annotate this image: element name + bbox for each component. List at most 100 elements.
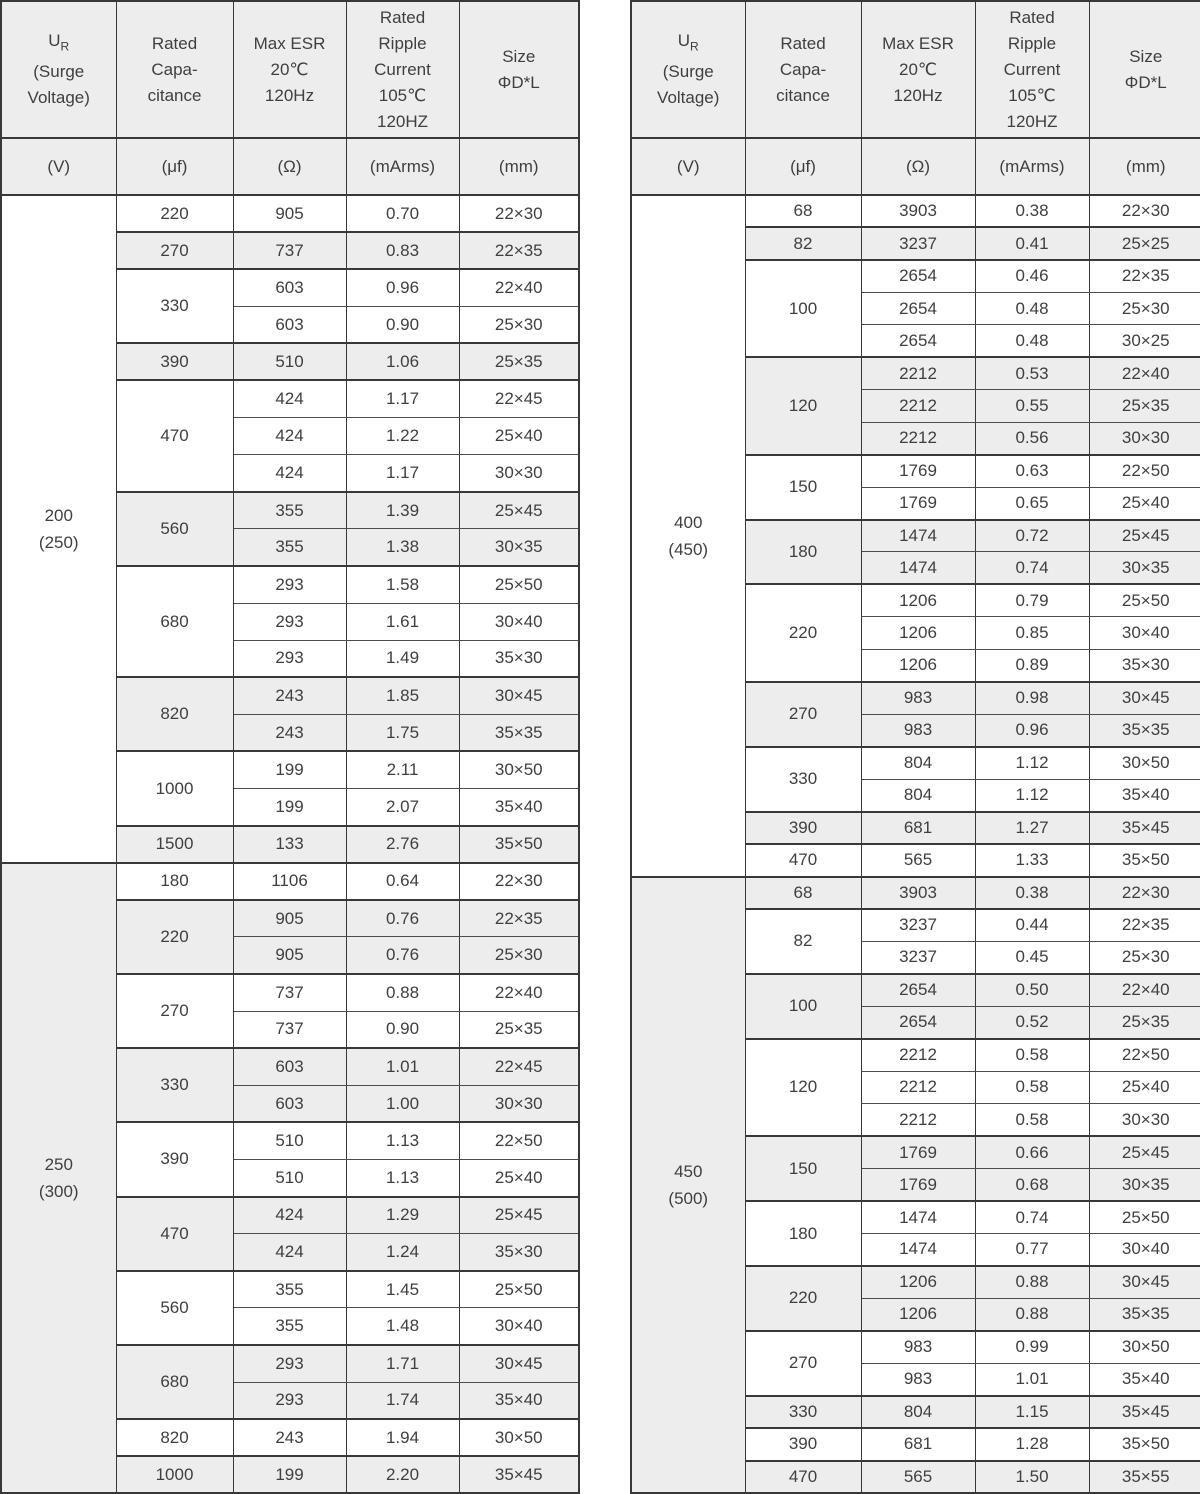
table-row: 1206 0.89 35×30	[631, 648, 1200, 683]
size-cell: 35×50	[1088, 843, 1200, 878]
capacitance-cell: 680	[115, 564, 234, 678]
capacitance-cell: 390	[115, 1121, 234, 1198]
header-cell: Rated Capa-citance	[115, 0, 234, 139]
esr-cell: 293	[232, 1381, 347, 1420]
table-body: 200 (250) 220 905 0.70 22×30 270 737 0.83 22×35 33…	[0, 193, 580, 1494]
ripple-cell: 0.53	[974, 356, 1090, 391]
size-cell: 22×40	[458, 268, 580, 307]
size-cell: 35×30	[458, 1233, 580, 1272]
header-title-line: citance	[776, 85, 830, 105]
capacitance-cell: 1500	[115, 824, 234, 864]
ripple-cell: 0.63	[974, 453, 1090, 488]
table-header: UR (Surge Voltage) Rated Capa-citance Max ESR…	[0, 0, 580, 196]
size-cell: 22×40	[458, 972, 580, 1012]
capacitance-cell: 470	[115, 379, 234, 493]
surge-voltage-value: (250)	[38, 532, 79, 552]
voltage-value: 250	[44, 1154, 73, 1174]
unit-cell: (μf)	[115, 137, 234, 196]
esr-cell: 1769	[860, 486, 976, 521]
capacitance-cell: 220	[115, 193, 234, 233]
capacitance-cell: 820	[115, 1418, 234, 1457]
ripple-cell: 1.12	[974, 745, 1090, 780]
capacitance-cell: 220	[744, 583, 862, 683]
size-cell: 25×50	[1088, 583, 1200, 618]
table-body: 400 (450) 68 3903 0.38 22×30 82 3237 0.41 25×25 10…	[630, 193, 1200, 1494]
esr-cell: 905	[232, 898, 347, 938]
esr-cell: 1106	[232, 861, 347, 901]
capacitance-cell: 220	[115, 898, 234, 975]
table-row: 983 1.01 35×40	[631, 1362, 1200, 1397]
spec-table-right: UR (Surge Voltage) Rated Capa-citance Max ESR…	[630, 0, 1200, 1494]
header-symbol-sub: R	[60, 39, 70, 54]
unit-cell: (mArms)	[345, 137, 460, 196]
table-row: 560 355 1.39 25×45	[1, 490, 580, 567]
ripple-cell: 0.88	[974, 1264, 1090, 1299]
ripple-cell: 0.48	[974, 291, 1090, 326]
size-cell: 25×50	[458, 564, 580, 604]
esr-cell: 199	[232, 1455, 347, 1494]
size-cell: 30×50	[458, 1418, 580, 1457]
size-cell: 30×30	[1088, 421, 1200, 456]
size-cell: 35×40	[458, 1381, 580, 1420]
esr-cell: 565	[860, 1459, 976, 1494]
esr-cell: 424	[232, 417, 347, 456]
size-cell: 30×45	[458, 676, 580, 715]
esr-cell: 355	[232, 528, 347, 567]
spec-table-left: UR (Surge Voltage) Rated Capa-citance Max ESR…	[0, 0, 580, 1494]
header-title-line: UR	[632, 28, 744, 59]
size-cell: 22×50	[1088, 1037, 1200, 1072]
ripple-cell: 2.11	[345, 750, 460, 790]
ripple-cell: 1.22	[345, 417, 460, 456]
table-header: UR (Surge Voltage) Rated Capa-citance Max ESR…	[630, 0, 1200, 196]
table-row: 270 737 0.88 22×40	[1, 972, 580, 1049]
table-row: 150 1769 0.63 22×50	[631, 453, 1200, 521]
ripple-cell: 0.76	[345, 936, 460, 975]
ripple-cell: 0.76	[345, 898, 460, 938]
size-cell: 30×40	[1088, 1232, 1200, 1267]
header-symbol-main: U	[677, 30, 691, 50]
surge-voltage-value: (300)	[38, 1181, 79, 1201]
ripple-cell: 0.70	[345, 193, 460, 233]
table-row: 470 565 1.33 35×50	[631, 843, 1200, 878]
esr-cell: 424	[232, 1195, 347, 1235]
capacitance-cell: 82	[744, 226, 862, 261]
esr-cell: 2654	[860, 1005, 976, 1040]
size-cell: 22×30	[1088, 193, 1200, 228]
header-title-line: Rated	[379, 7, 426, 27]
capacitance-cell: 180	[744, 518, 862, 585]
esr-cell: 603	[232, 305, 347, 344]
header-cell: Rated Ripple Current 105℃ 120HZ	[974, 0, 1090, 139]
esr-cell: 565	[860, 843, 976, 878]
header-cell: UR (Surge Voltage)	[0, 0, 117, 139]
ripple-cell: 1.17	[345, 379, 460, 419]
table-row: 270 737 0.83 22×35	[1, 231, 580, 270]
esr-cell: 2212	[860, 1037, 976, 1072]
table-row: 905 0.76 25×30	[1, 936, 580, 975]
ripple-cell: 2.07	[345, 787, 460, 827]
ripple-cell: 0.55	[974, 389, 1090, 423]
esr-cell: 1206	[860, 1297, 976, 1332]
table-row: 1206 0.85 30×40	[631, 616, 1200, 650]
header-title-line: 20℃	[270, 59, 309, 79]
header-title-line: citance	[147, 85, 202, 105]
header-title-line: Max ESR	[253, 33, 326, 53]
ripple-cell: 1.85	[345, 676, 460, 715]
esr-cell: 1769	[860, 453, 976, 488]
table-row: 470 565 1.50 35×55	[631, 1459, 1200, 1494]
size-cell: 22×40	[1088, 356, 1200, 391]
header-title-line: 105℃	[1008, 85, 1056, 105]
esr-cell: 293	[232, 602, 347, 641]
voltage-cell: 250 (300)	[0, 861, 117, 1494]
capacitance-cell: 150	[744, 453, 862, 521]
ripple-cell: 0.74	[974, 1200, 1090, 1235]
table-row: 390 510 1.13 22×50	[1, 1121, 580, 1198]
size-cell: 35×40	[458, 787, 580, 827]
size-cell: 22×45	[458, 379, 580, 419]
size-cell: 25×45	[1088, 518, 1200, 553]
capacitance-cell: 220	[744, 1264, 862, 1332]
size-cell: 35×45	[458, 1455, 580, 1494]
ripple-cell: 1.48	[345, 1307, 460, 1346]
size-cell: 25×30	[458, 936, 580, 975]
size-cell: 35×35	[1088, 713, 1200, 748]
